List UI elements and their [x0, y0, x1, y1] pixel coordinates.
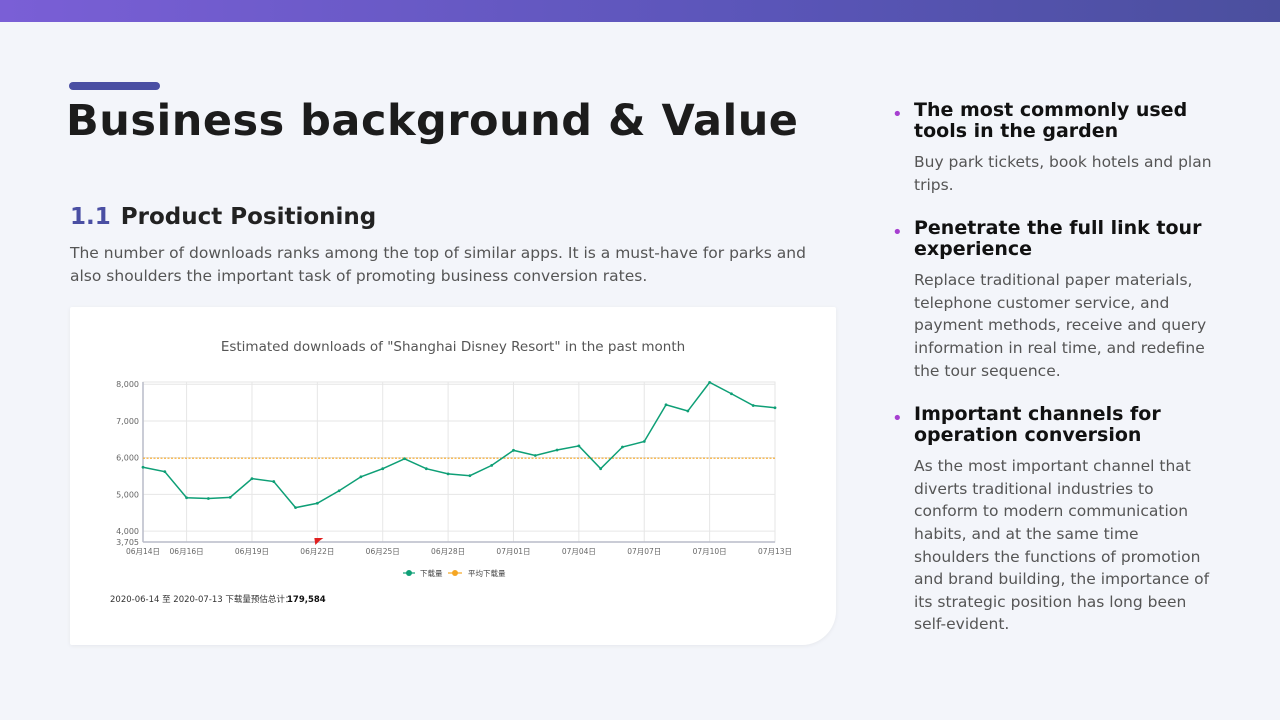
top-banner — [0, 0, 1280, 22]
total-label: 2020-06-14 至 2020-07-13 下载量预估总计： — [110, 594, 293, 605]
value-points: • The most commonly used tools in the ga… — [892, 100, 1212, 658]
plot-frame — [142, 381, 776, 543]
point-item: • Penetrate the full link tour experienc… — [892, 218, 1212, 382]
downloads-line — [142, 381, 776, 509]
section-number: 1.1 — [70, 204, 111, 230]
y-tick-label: 3,705 — [116, 538, 139, 547]
data-point — [490, 463, 494, 467]
data-point — [533, 454, 537, 457]
point-text: Buy park tickets, book hotels and plan t… — [914, 153, 1212, 194]
point-text: Replace traditional paper materials, tel… — [914, 271, 1207, 380]
x-tick-label: 06月14日 — [126, 547, 160, 556]
data-point — [272, 480, 276, 483]
legend-marker-average — [452, 570, 458, 576]
x-tick-label: 07月04日 — [562, 547, 596, 556]
point-title: Penetrate the full link tour experience — [914, 217, 1202, 261]
data-point — [446, 472, 450, 476]
legend-marker-downloads — [406, 570, 412, 576]
section-description: The number of downloads ranks among the … — [70, 244, 806, 285]
data-point — [381, 467, 385, 471]
data-point — [337, 489, 341, 493]
y-tick-label: 8,000 — [116, 380, 139, 389]
data-point — [250, 477, 254, 481]
downloads-line-chart: Estimated downloads of "Shanghai Disney … — [110, 339, 792, 605]
data-point — [403, 457, 406, 461]
data-point — [708, 380, 712, 384]
data-point — [773, 406, 777, 410]
y-tick-label: 5,000 — [116, 490, 139, 499]
data-point — [577, 444, 581, 448]
data-point — [686, 409, 690, 413]
data-point — [294, 506, 297, 510]
data-point — [512, 448, 515, 452]
page-title: Business background & Value — [66, 96, 799, 146]
bullet-icon: • — [892, 222, 903, 244]
point-item: • The most commonly used tools in the ga… — [892, 100, 1212, 196]
data-point — [424, 467, 428, 471]
data-point — [228, 495, 232, 499]
section-title: Product Positioning — [120, 204, 377, 230]
data-point — [642, 440, 646, 443]
data-point — [621, 445, 624, 449]
data-point — [141, 465, 145, 469]
data-point — [359, 475, 363, 479]
x-tick-label: 06月16日 — [170, 547, 204, 556]
data-point — [555, 448, 559, 452]
title-accent-bar — [69, 82, 160, 90]
x-tick-label: 06月19日 — [235, 547, 269, 556]
x-tick-label: 07月07日 — [627, 547, 661, 556]
point-text: As the most important channel that diver… — [914, 457, 1210, 634]
data-point — [163, 470, 167, 474]
x-tick-label: 06月22日 — [300, 547, 334, 556]
point-item: • Important channels for operation conve… — [892, 404, 1212, 636]
chart-title: Estimated downloads of "Shanghai Disney … — [221, 339, 685, 355]
data-point — [468, 474, 472, 478]
data-point — [185, 496, 188, 500]
flag-icon — [314, 538, 324, 545]
point-title: Important channels for operation convers… — [914, 403, 1161, 447]
y-tick-label: 7,000 — [116, 417, 139, 426]
data-point — [599, 467, 603, 471]
bullet-icon: • — [892, 104, 903, 125]
point-title: The most commonly used tools in the gard… — [914, 99, 1188, 142]
data-point — [730, 392, 733, 396]
section-heading: 1.1 Product Positioning — [70, 204, 376, 230]
data-point — [751, 404, 755, 407]
x-tick-label: 06月25日 — [366, 547, 400, 556]
x-tick-label: 06月28日 — [431, 547, 465, 556]
data-point — [206, 497, 210, 500]
x-tick-label: 07月10日 — [693, 547, 727, 556]
x-tick-label: 07月13日 — [758, 547, 792, 556]
bullet-icon: • — [892, 408, 903, 430]
legend-label-downloads: 下载量 — [420, 568, 443, 578]
total-value: 179,584 — [287, 595, 326, 605]
x-tick-label: 07月01日 — [496, 547, 530, 556]
data-point — [315, 501, 319, 505]
y-tick-label: 4,000 — [116, 527, 139, 536]
data-point — [664, 403, 668, 407]
chart-card: Estimated downloads of "Shanghai Disney … — [70, 307, 836, 645]
legend-label-average: 平均下载量 — [468, 568, 506, 578]
y-tick-label: 6,000 — [116, 454, 139, 463]
